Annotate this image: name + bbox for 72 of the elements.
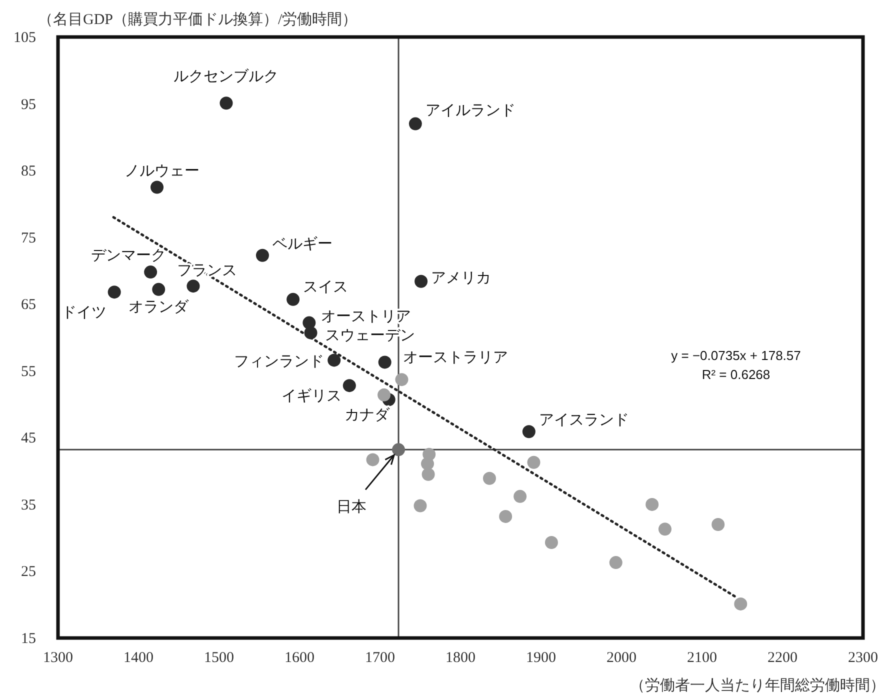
x-tick-label: 2000 xyxy=(606,650,636,666)
point xyxy=(366,453,380,466)
y-axis-title: （名目GDP（購買力平価ドル換算）/労働時間） xyxy=(38,11,358,28)
x-tick-label: 1600 xyxy=(284,650,314,666)
y-tick-label: 105 xyxy=(14,30,36,46)
x-tick-label: 1500 xyxy=(204,650,234,666)
annotation: 日本 xyxy=(336,498,367,516)
point xyxy=(378,388,391,402)
annotation: ドイツ xyxy=(61,304,106,322)
point xyxy=(609,556,622,570)
y-tick-label: 55 xyxy=(21,364,36,380)
point xyxy=(658,522,672,536)
point xyxy=(152,282,166,296)
annotation: スイス xyxy=(303,278,348,296)
x-tick-label: 1300 xyxy=(43,650,73,666)
point xyxy=(414,274,428,288)
point xyxy=(256,248,269,262)
point xyxy=(395,373,408,386)
y-tick-label: 85 xyxy=(21,164,36,180)
annotation: オーストラリア xyxy=(402,349,508,366)
point xyxy=(422,468,435,481)
annotation: ベルギー xyxy=(272,235,332,252)
annotation: y = −0.0735x + 178.57 xyxy=(671,348,801,363)
annotation: ノルウェー xyxy=(124,162,200,180)
point xyxy=(420,457,434,470)
y-tick-label: 15 xyxy=(21,631,36,647)
point xyxy=(408,117,422,130)
point xyxy=(220,96,233,110)
annotation: カナダ xyxy=(344,406,390,424)
point xyxy=(108,286,121,299)
x-tick-label: 2300 xyxy=(848,650,878,666)
point xyxy=(328,354,341,367)
x-tick-label: 1800 xyxy=(446,650,476,666)
annotation: イギリス xyxy=(281,388,342,405)
point xyxy=(378,356,392,369)
point xyxy=(186,280,200,293)
annotation: フィンランド xyxy=(234,353,324,370)
point xyxy=(414,499,427,512)
x-tick-label: 2100 xyxy=(687,650,717,666)
point xyxy=(482,472,496,485)
x-tick-label: 1900 xyxy=(526,650,556,666)
point xyxy=(150,180,164,194)
y-tick-label: 35 xyxy=(21,497,36,514)
annotation: デンマーク xyxy=(91,247,166,264)
x-tick-label: 1400 xyxy=(124,650,154,666)
point xyxy=(527,456,540,469)
x-tick-label: 2200 xyxy=(768,650,798,666)
point xyxy=(144,266,158,279)
point xyxy=(522,425,536,438)
y-tick-label: 45 xyxy=(21,430,36,447)
point xyxy=(342,379,356,392)
point xyxy=(544,536,558,550)
point xyxy=(712,518,725,531)
point xyxy=(646,498,659,511)
annotation: アメリカ xyxy=(431,269,492,286)
y-tick-label: 75 xyxy=(21,230,36,246)
annotation: R² = 0.6268 xyxy=(702,367,770,382)
point xyxy=(514,490,527,503)
point xyxy=(392,443,406,456)
y-tick-label: 65 xyxy=(21,297,36,314)
annotation: アイスランド xyxy=(538,412,629,429)
point xyxy=(734,597,748,610)
x-axis-title: （労働者一人当たり年間総労働時間） xyxy=(630,677,885,694)
x-tick-label: 1700 xyxy=(365,650,395,666)
point xyxy=(304,326,318,340)
y-tick-label: 25 xyxy=(21,564,36,580)
annotation: オランダ xyxy=(128,298,190,316)
y-tick-label: 95 xyxy=(21,96,36,113)
point xyxy=(286,292,300,306)
annotation: アイルランド xyxy=(425,102,516,119)
annotation: ルクセンブルク xyxy=(174,68,279,86)
point xyxy=(499,510,512,523)
